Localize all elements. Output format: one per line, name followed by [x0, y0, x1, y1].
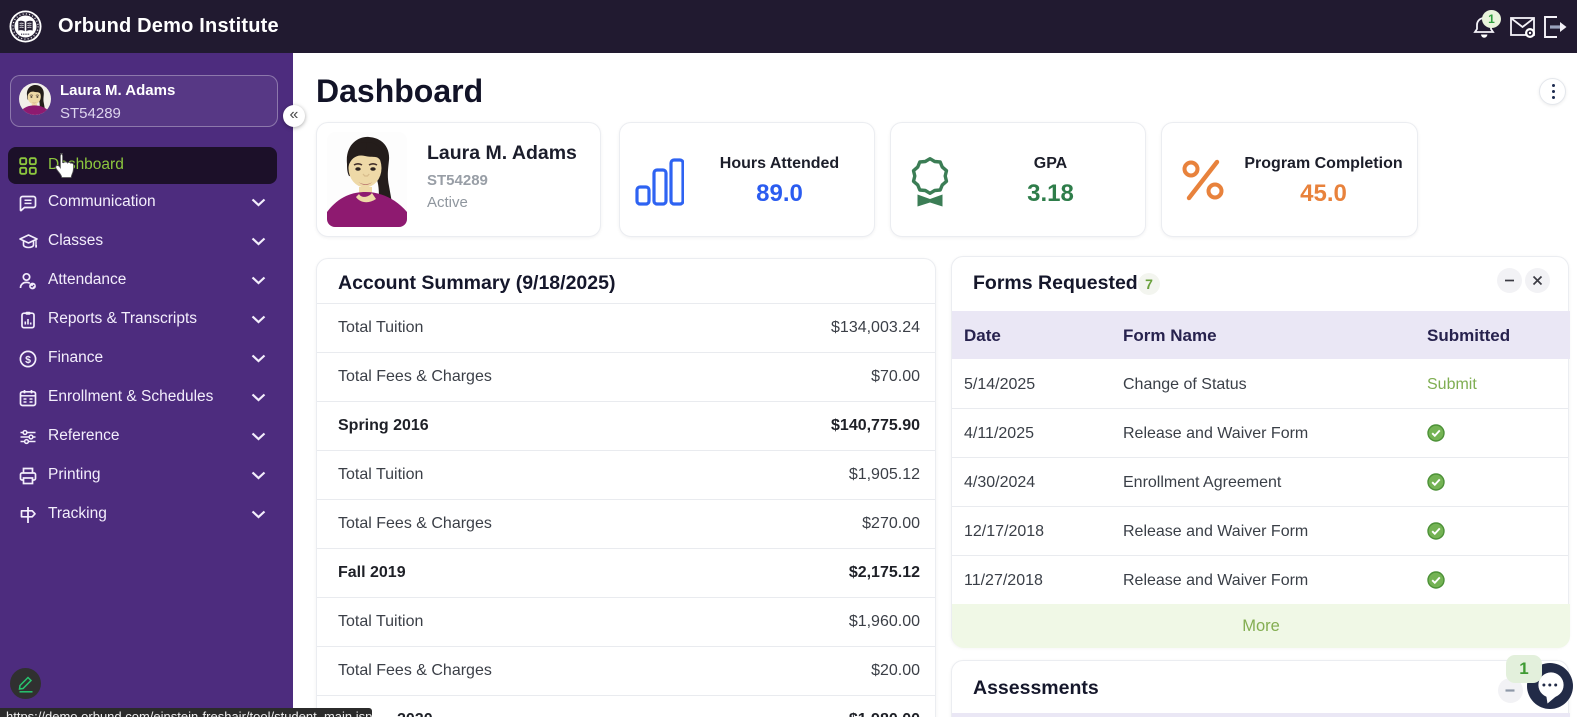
svg-text:$: $ [25, 354, 31, 366]
